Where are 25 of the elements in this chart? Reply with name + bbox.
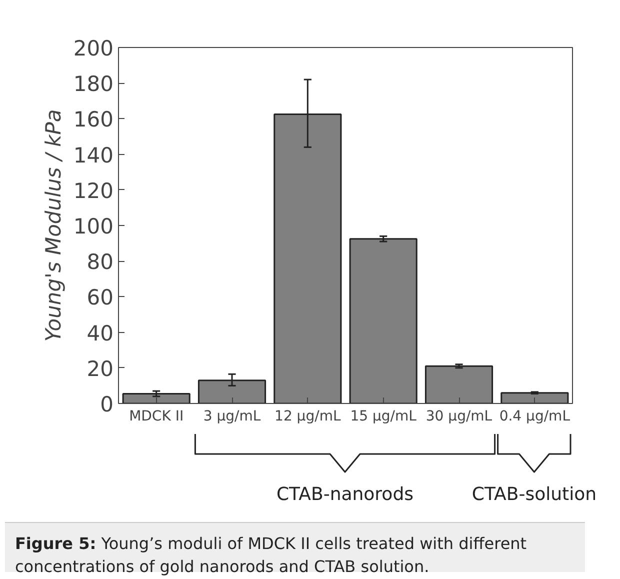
x-tick-label: MDCK II: [129, 408, 184, 424]
y-tick-label: 160: [73, 108, 114, 132]
y-tick-label: 140: [73, 143, 114, 168]
y-tick-label: 40: [86, 321, 114, 346]
text: CTAB-nanorods: [276, 483, 414, 507]
y-tick-label: 80: [86, 250, 114, 274]
y-tick-label: 100: [73, 214, 114, 238]
y-tick-label: 180: [73, 72, 114, 96]
y-tick-label: 200: [73, 36, 114, 60]
text: CTAB-solution: [472, 483, 596, 507]
bar: [500, 392, 569, 404]
y-tick-label: 20: [86, 356, 114, 381]
x-tick-label: 12 µg/mL: [274, 408, 341, 424]
y-tick-label: 0: [100, 392, 114, 416]
x-tick-label: 0.4 µg/mL: [499, 408, 570, 424]
y-tick-label: 60: [86, 286, 114, 310]
y-axis-title: Young's Modulus / kPa: [41, 109, 66, 342]
x-tick-label: 30 µg/mL: [426, 408, 492, 424]
x-tick-label: 3 µg/mL: [203, 408, 261, 424]
bar: [424, 365, 494, 404]
caption: Figure 5: Young’s moduli of MDCK II cells treated with different concentrations of gold nanorods and CTAB solution.: [15, 533, 528, 578]
bar: [122, 392, 190, 404]
x-tick-label: 15 µg/mL: [350, 408, 417, 424]
y-tick-label: 120: [73, 178, 114, 203]
bar: [349, 238, 418, 404]
